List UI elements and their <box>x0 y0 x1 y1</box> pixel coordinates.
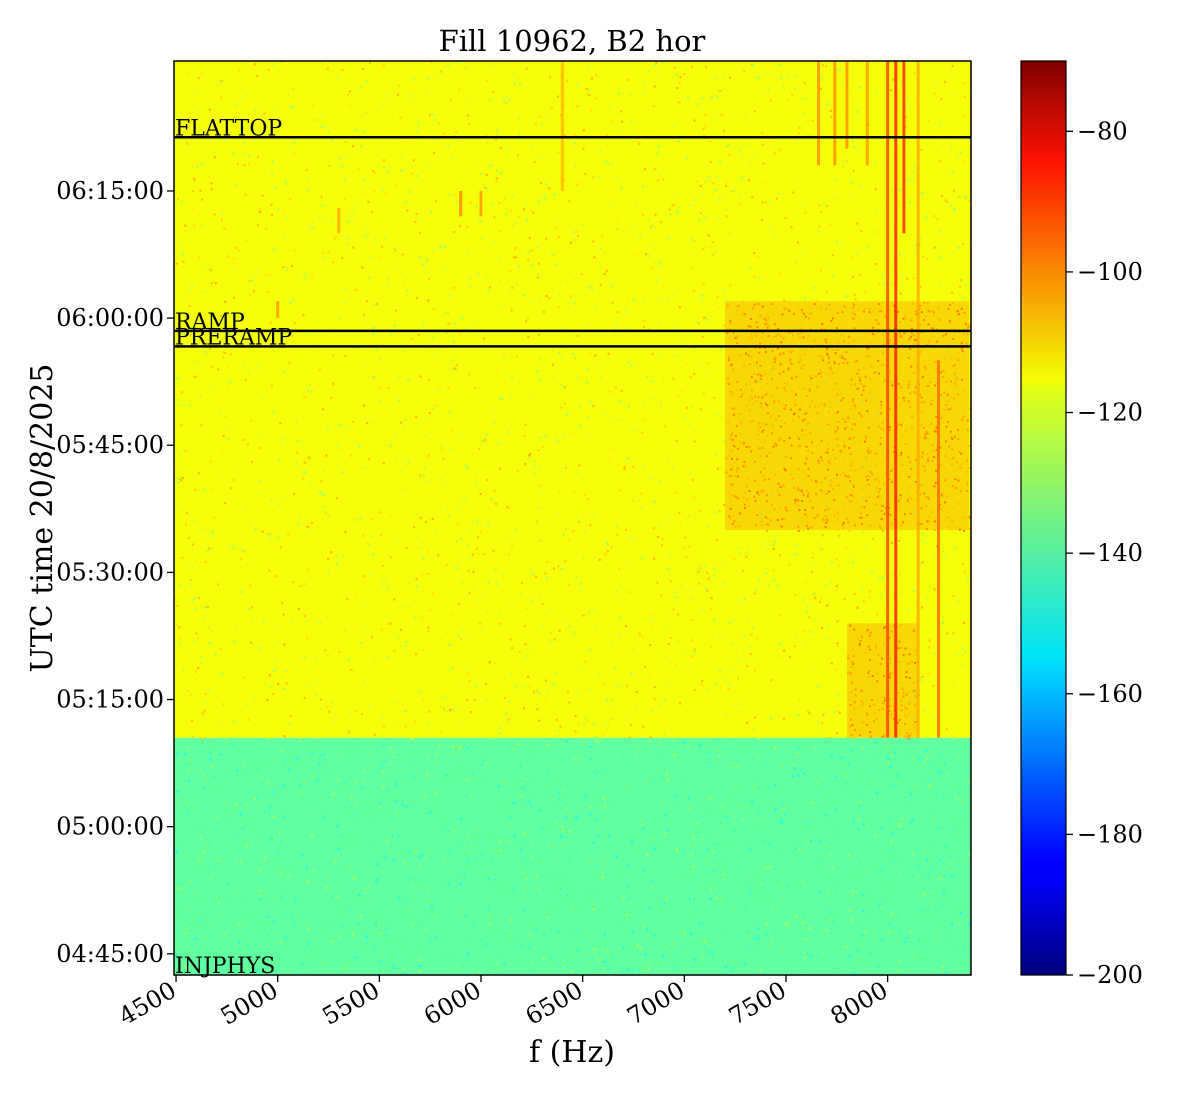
y-tick-label: 06:15:00 <box>56 177 164 205</box>
plot-frame <box>173 60 972 976</box>
x-tick-label: 6000 <box>419 976 486 1031</box>
x-tick-label: 8000 <box>826 976 893 1031</box>
x-tick-label: 7000 <box>622 976 689 1031</box>
colorbar-axis: −200 −180 −160 −140 −120 −100 −80 <box>1066 117 1143 989</box>
spectral-line <box>894 61 898 738</box>
y-tick-label: 05:15:00 <box>56 686 164 714</box>
annotation-label: PRERAMP <box>175 325 292 350</box>
y-tick-label: 04:45:00 <box>56 940 164 968</box>
heatmap-noise <box>174 61 971 975</box>
colorbar <box>1020 60 1067 976</box>
y-tick-label: 05:30:00 <box>56 558 164 586</box>
spectral-line <box>337 207 341 234</box>
spectral-line <box>936 360 940 738</box>
colorbar-tick-label: −200 <box>1077 961 1143 989</box>
chart-title: Fill 10962, B2 hor <box>439 24 706 58</box>
spectral-line <box>833 61 837 166</box>
heatmap-region <box>174 737 971 975</box>
heatmap-hotspot <box>724 301 969 531</box>
spectral-line <box>865 61 869 166</box>
annotation-label: FLATTOP <box>175 116 282 141</box>
colorbar-tick-label: −120 <box>1077 399 1143 427</box>
heatmap-hotspot <box>846 623 919 738</box>
colorbar-tick-label: −100 <box>1077 258 1143 286</box>
x-axis-label: f (Hz) <box>529 1035 615 1070</box>
spectral-line <box>845 61 849 149</box>
spectral-line <box>276 301 280 319</box>
spectral-line <box>886 61 890 738</box>
colorbar-tick-label: −160 <box>1077 680 1143 708</box>
x-tick-label: 5500 <box>317 976 384 1031</box>
y-tick-label: 05:00:00 <box>56 813 164 841</box>
spectral-line <box>560 61 564 191</box>
spectral-line <box>902 61 906 234</box>
y-tick-label: 05:45:00 <box>56 431 164 459</box>
colorbar-tick-label: −140 <box>1077 539 1143 567</box>
spectral-line <box>817 61 821 166</box>
y-tick-label: 06:00:00 <box>56 304 164 332</box>
x-tick-label: 4500 <box>114 976 181 1031</box>
x-tick-label: 7500 <box>724 976 791 1031</box>
x-tick-label: 6500 <box>521 976 588 1031</box>
spectral-line <box>459 190 463 217</box>
spectral-line <box>916 61 920 738</box>
heatmap-region <box>174 61 971 738</box>
spectral-line <box>479 190 483 217</box>
x-tick-label: 5000 <box>216 976 283 1031</box>
y-axis-label: UTC time 20/8/2025 <box>25 364 60 673</box>
colorbar-tick-label: −180 <box>1077 820 1143 848</box>
plot-area <box>174 61 971 975</box>
annotation-label: RAMP <box>175 310 245 335</box>
y-axis: 04:45:00 05:00:00 05:15:00 05:30:00 05:45:00… <box>56 177 174 968</box>
heatmap-hotspot-texture <box>847 623 920 740</box>
colorbar-tick-label: −80 <box>1077 117 1128 145</box>
x-axis: 4500 5000 5500 6000 6500 7000 7500 8000 <box>114 975 893 1031</box>
